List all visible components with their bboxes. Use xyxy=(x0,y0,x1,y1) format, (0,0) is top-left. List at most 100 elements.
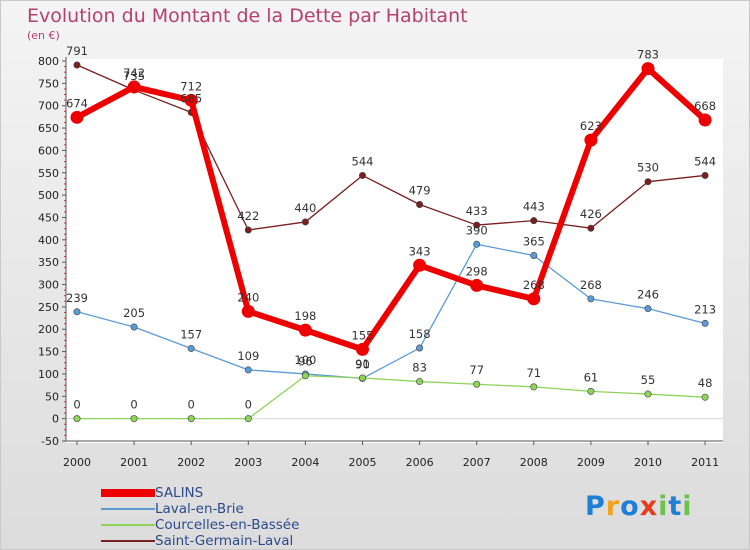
data-point xyxy=(73,415,81,423)
data-label: 783 xyxy=(637,48,659,62)
data-label: 61 xyxy=(584,370,599,384)
data-point xyxy=(301,218,309,226)
data-label: 268 xyxy=(523,278,545,292)
data-label: 712 xyxy=(180,79,202,93)
x-tick-label: 2010 xyxy=(634,456,662,469)
x-tick-label: 2008 xyxy=(520,456,548,469)
data-point xyxy=(301,372,309,380)
x-tick-label: 2005 xyxy=(349,456,377,469)
data-point xyxy=(527,292,541,306)
x-tick-label: 2007 xyxy=(463,456,491,469)
brand-logo: Proxiti xyxy=(585,491,693,522)
data-label: 0 xyxy=(245,398,252,412)
y-tick-label: 350 xyxy=(38,256,59,269)
legend-item: Laval-en-Brie xyxy=(101,501,299,517)
data-label: 742 xyxy=(123,66,145,80)
data-point xyxy=(587,295,595,303)
y-tick-label: 300 xyxy=(38,279,59,292)
x-tick-label: 2003 xyxy=(234,456,262,469)
data-label: 205 xyxy=(123,306,145,320)
data-point xyxy=(587,224,595,232)
data-label: 83 xyxy=(412,361,427,375)
data-point xyxy=(587,387,595,395)
data-label: 198 xyxy=(294,309,316,323)
y-tick-label: 550 xyxy=(38,167,59,180)
data-label: 157 xyxy=(180,327,202,341)
brand-letter: o xyxy=(620,491,640,522)
y-tick-label: 700 xyxy=(38,100,59,113)
chart-unit-label: (en €) xyxy=(27,29,60,42)
data-label: 623 xyxy=(580,119,602,133)
data-label: 685 xyxy=(180,91,202,105)
y-tick-label: 400 xyxy=(38,234,59,247)
series-line-2 xyxy=(77,375,706,420)
data-label: 791 xyxy=(66,44,88,58)
data-label: 443 xyxy=(523,200,545,214)
data-label: 735 xyxy=(123,69,145,83)
data-label: 109 xyxy=(237,349,259,363)
data-point xyxy=(644,390,652,398)
plot-area xyxy=(66,59,723,443)
data-point xyxy=(241,304,255,318)
data-point xyxy=(701,171,709,179)
data-label: 298 xyxy=(466,264,488,278)
data-label: 668 xyxy=(694,99,716,113)
data-point xyxy=(187,415,195,423)
data-point xyxy=(73,61,81,69)
y-tick-label: 200 xyxy=(38,323,59,336)
y-tick-label: 750 xyxy=(38,77,59,90)
data-point xyxy=(416,378,424,386)
data-label: 422 xyxy=(237,209,259,223)
series-line-1 xyxy=(76,243,706,380)
brand-letter: r xyxy=(605,491,621,522)
data-label: 213 xyxy=(694,302,716,316)
data-label: 440 xyxy=(294,201,316,215)
data-point xyxy=(530,217,538,225)
data-point xyxy=(358,374,366,382)
x-tick-label: 2006 xyxy=(406,456,434,469)
data-label: 343 xyxy=(409,244,431,258)
data-point xyxy=(473,380,481,388)
legend: SALINS Laval-en-Brie Courcelles-en-Bassée S… xyxy=(101,485,299,549)
brand-letter: P xyxy=(585,491,606,522)
data-point xyxy=(356,342,369,356)
brand-letter: i xyxy=(658,491,669,522)
legend-swatch xyxy=(101,524,155,526)
data-point xyxy=(413,258,427,272)
data-point xyxy=(701,319,709,327)
legend-label: Laval-en-Brie xyxy=(155,501,244,517)
data-point xyxy=(298,323,312,337)
data-label: 268 xyxy=(580,278,602,292)
x-tick-label: 2000 xyxy=(63,456,91,469)
data-point xyxy=(244,366,252,374)
data-label: 246 xyxy=(637,288,659,302)
data-label: 365 xyxy=(523,234,545,248)
data-label: 479 xyxy=(409,184,431,198)
legend-swatch xyxy=(101,508,155,510)
brand-letter: t xyxy=(668,491,683,522)
data-label: 544 xyxy=(694,154,716,168)
brand-letter: i xyxy=(682,491,693,522)
data-point xyxy=(244,226,252,234)
data-label: 158 xyxy=(409,327,431,341)
y-tick-label: 450 xyxy=(38,211,59,224)
data-point xyxy=(416,201,424,209)
data-label: 0 xyxy=(130,398,137,412)
data-point xyxy=(358,171,366,179)
data-point xyxy=(73,308,81,316)
data-point xyxy=(184,93,198,107)
data-label: 426 xyxy=(580,207,602,221)
data-point xyxy=(130,415,138,423)
legend-item: Courcelles-en-Bassée xyxy=(101,517,299,533)
data-label: 240 xyxy=(237,290,259,304)
data-label: 71 xyxy=(526,366,541,380)
y-tick-label: -50 xyxy=(41,435,59,448)
legend-item: SALINS xyxy=(101,485,299,501)
brand-letter: x xyxy=(639,491,659,522)
x-tick-label: 2001 xyxy=(120,456,148,469)
data-label: 96 xyxy=(298,355,313,369)
x-tick-label: 2011 xyxy=(691,456,719,469)
data-label: 530 xyxy=(637,161,659,175)
y-tick-label: 0 xyxy=(52,413,59,426)
data-label: 0 xyxy=(73,398,80,412)
